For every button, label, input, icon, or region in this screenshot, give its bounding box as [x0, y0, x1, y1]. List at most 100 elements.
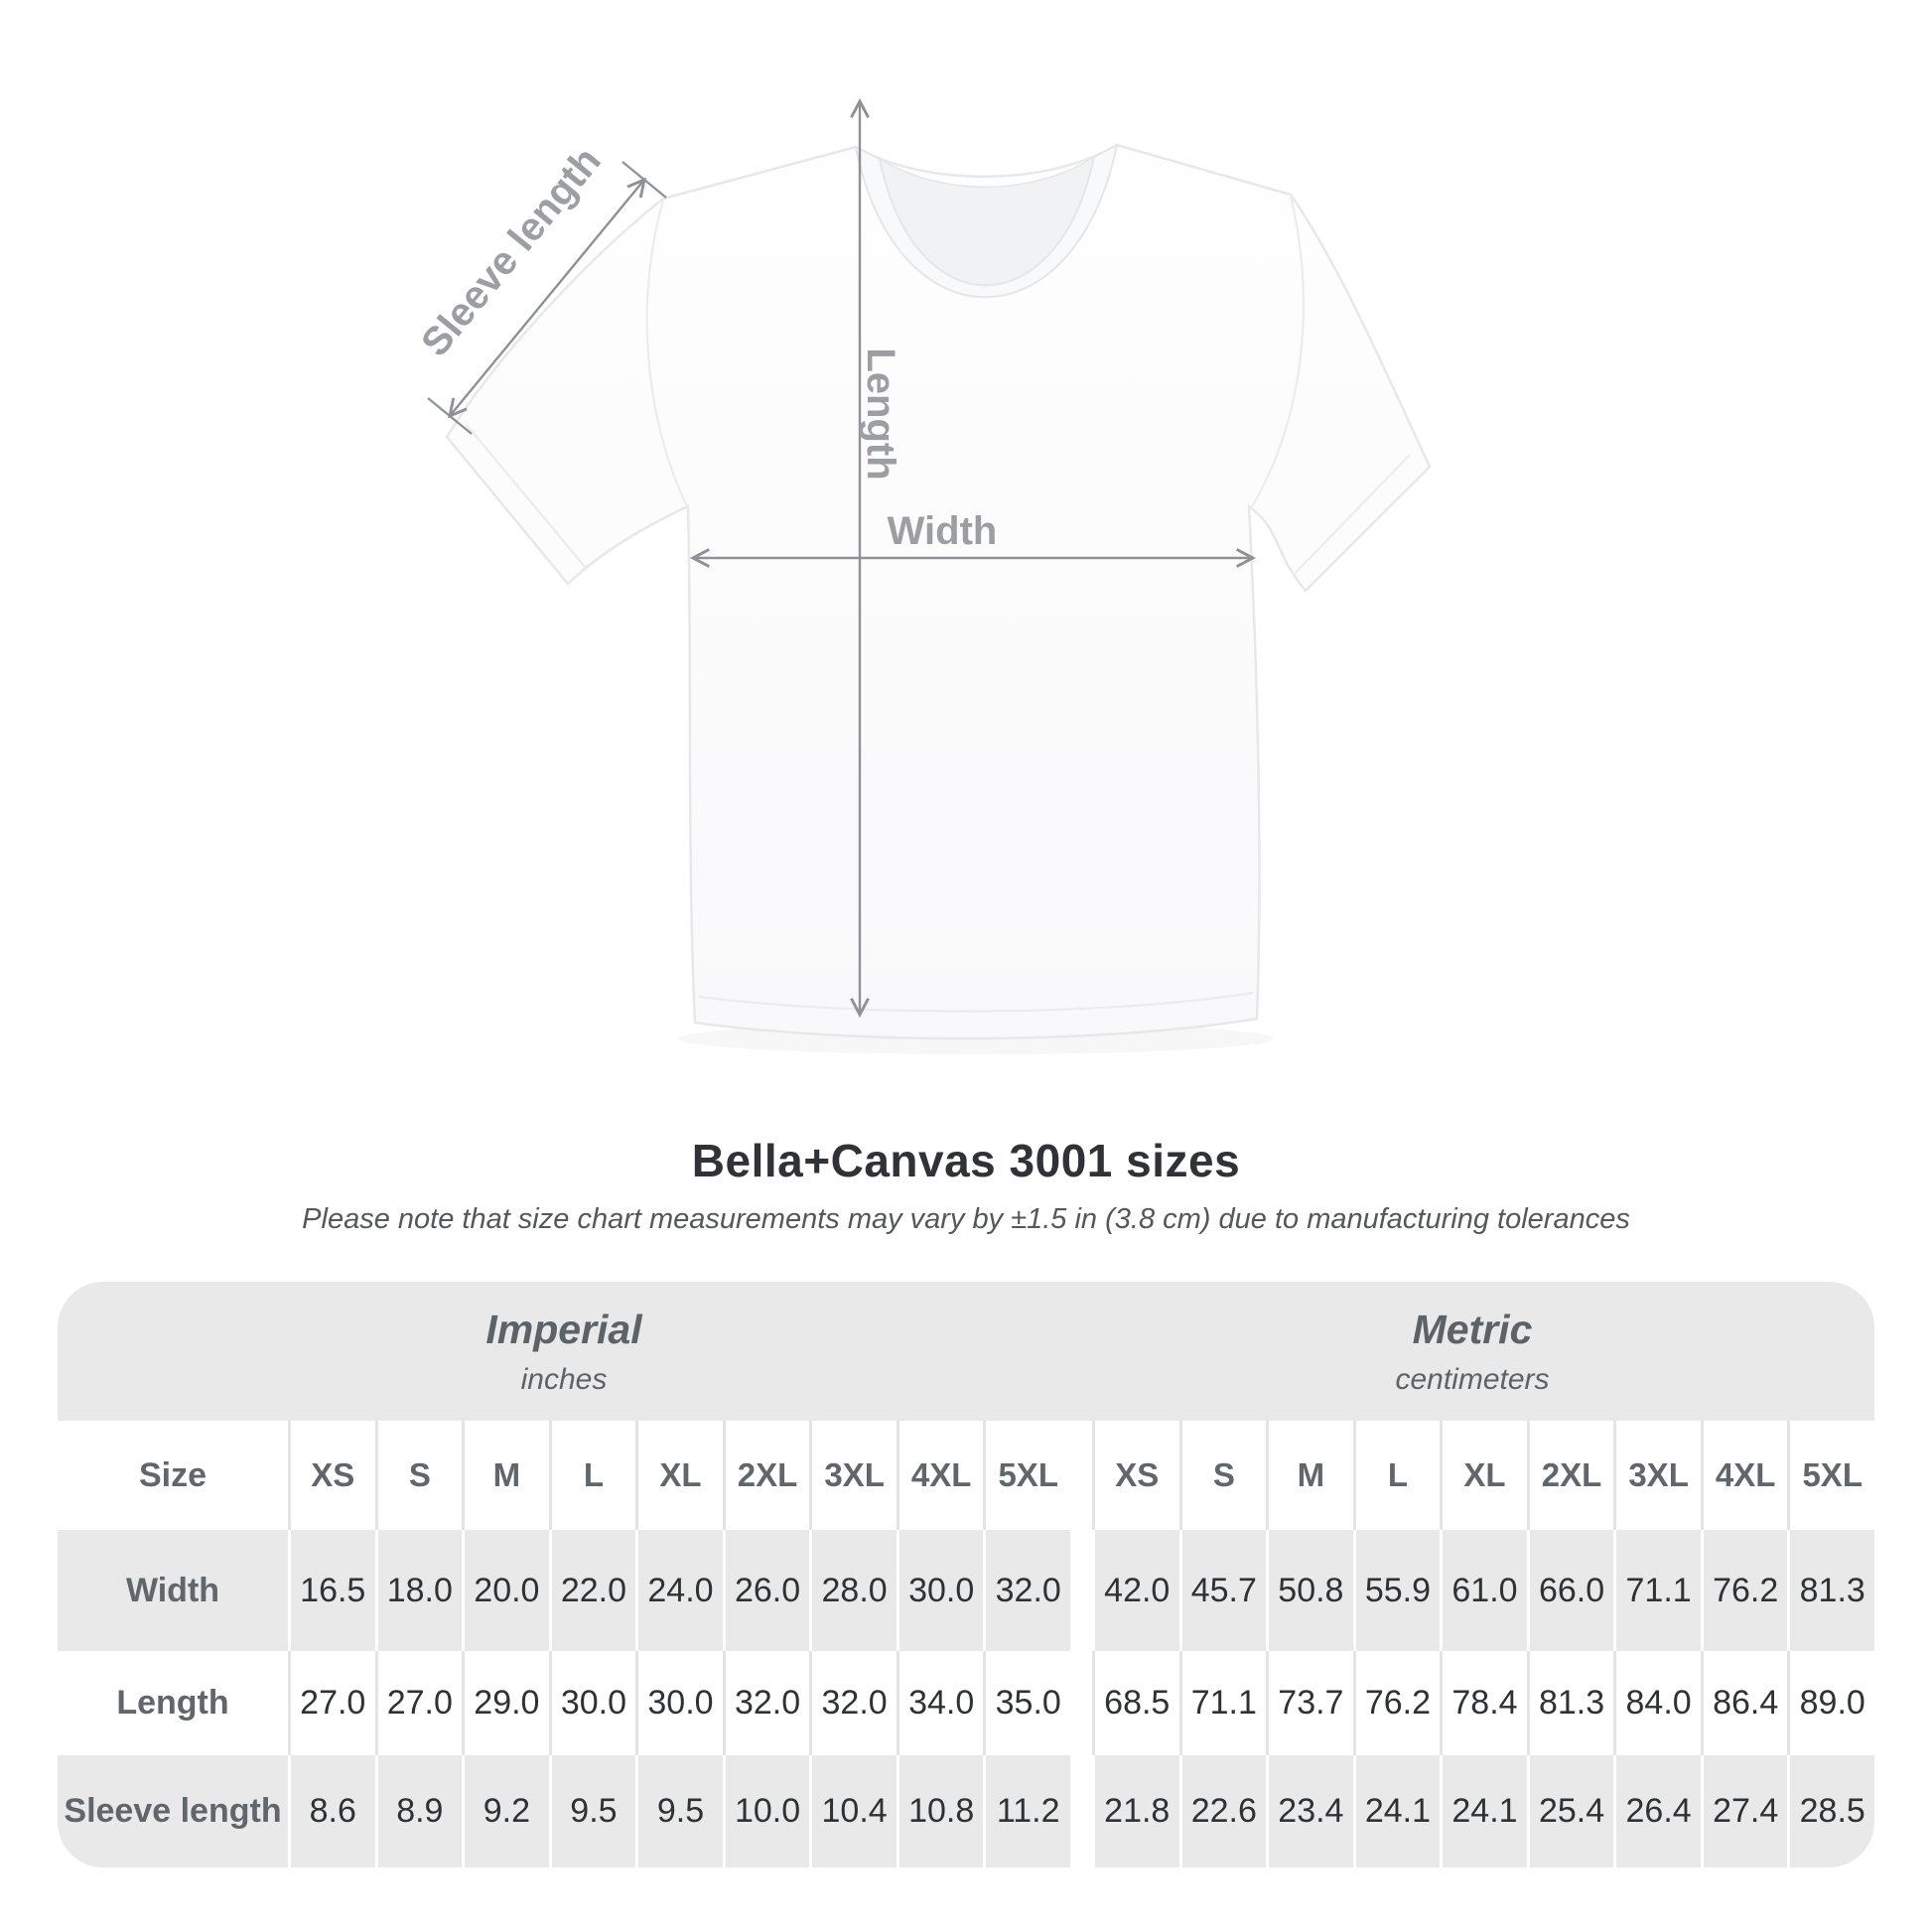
- value-cell: 66.0: [1526, 1530, 1614, 1651]
- size-grid: Size XS S M L XL 2XL 3XL 4XL 5XL XS S M L XL 2XL 3XL 4XL 5…: [58, 1421, 1874, 1867]
- size-column-header: S: [1178, 1421, 1267, 1530]
- value-cell: 20.0: [462, 1530, 549, 1651]
- metric-label: Metric: [1412, 1306, 1533, 1352]
- value-cell: 34.0: [896, 1651, 984, 1755]
- size-column-header: 5XL: [1787, 1421, 1874, 1530]
- value-cell: 76.2: [1700, 1530, 1788, 1651]
- value-cell: 28.0: [809, 1530, 897, 1651]
- width-dimension: Width: [689, 509, 1257, 568]
- bottom-hem-stitch: [698, 991, 1254, 1013]
- tshirt-body: [445, 143, 1432, 1040]
- sleeve-length-tick-inner: [621, 161, 667, 199]
- value-cell: 30.0: [548, 1651, 636, 1755]
- length-label: Length: [859, 347, 902, 480]
- tolerance-note: Please note that size chart measurements…: [302, 1203, 1630, 1235]
- size-column-header: M: [462, 1421, 549, 1530]
- page-title: Bella+Canvas 3001 sizes: [691, 1135, 1241, 1186]
- left-cuff-stitch: [466, 424, 587, 569]
- imperial-unit-label: inches: [520, 1362, 608, 1396]
- value-cell: 26.4: [1613, 1755, 1701, 1867]
- value-cell: 24.1: [1440, 1755, 1527, 1867]
- tshirt-graphic: [445, 143, 1432, 1054]
- value-cell: 24.1: [1352, 1755, 1441, 1867]
- value-cell: 27.0: [288, 1651, 375, 1755]
- width-label: Width: [888, 509, 998, 553]
- value-cell: 50.8: [1266, 1530, 1353, 1651]
- value-cell: 8.9: [374, 1755, 463, 1867]
- row-label-cell: Sleeve length: [58, 1755, 288, 1867]
- row-label-cell: Width: [58, 1530, 288, 1651]
- value-cell: 68.5: [1092, 1651, 1179, 1755]
- value-cell: 8.6: [288, 1755, 375, 1867]
- unit-group-imperial: Imperial inches: [58, 1282, 1070, 1421]
- size-column-header: 5XL: [983, 1421, 1070, 1530]
- value-cell: 61.0: [1440, 1530, 1527, 1651]
- metric-unit-label: centimeters: [1395, 1362, 1550, 1396]
- value-cell: 29.0: [462, 1651, 549, 1755]
- value-cell: 55.9: [1352, 1530, 1441, 1651]
- value-cell: 35.0: [983, 1651, 1070, 1755]
- value-cell: 25.4: [1526, 1755, 1614, 1867]
- size-column-header: 4XL: [896, 1421, 984, 1530]
- size-column-header: L: [548, 1421, 636, 1530]
- value-cell: 86.4: [1700, 1651, 1788, 1755]
- size-column-header: XL: [635, 1421, 723, 1530]
- value-cell: 28.5: [1787, 1755, 1874, 1867]
- value-cell: 76.2: [1352, 1651, 1441, 1755]
- unit-header-band: Imperial inches Metric centimeters: [58, 1282, 1874, 1421]
- value-cell: 26.0: [722, 1530, 810, 1651]
- value-cell: 9.2: [462, 1755, 549, 1867]
- size-column-header: 3XL: [1613, 1421, 1701, 1530]
- value-cell: 9.5: [548, 1755, 636, 1867]
- value-cell: 81.3: [1787, 1530, 1874, 1651]
- value-cell: 21.8: [1092, 1755, 1179, 1867]
- size-column-header: XS: [1092, 1421, 1179, 1530]
- value-cell: 24.0: [635, 1530, 723, 1651]
- right-cuff-stitch: [1292, 454, 1411, 577]
- value-cell: 18.0: [374, 1530, 463, 1651]
- right-sleeve-seam: [1250, 196, 1305, 509]
- value-cell: 23.4: [1266, 1755, 1353, 1867]
- value-cell: 73.7: [1266, 1651, 1353, 1755]
- group-separator: [1070, 1651, 1092, 1755]
- size-column-header: M: [1266, 1421, 1353, 1530]
- value-cell: 10.0: [722, 1755, 810, 1867]
- value-cell: 32.0: [983, 1530, 1070, 1651]
- tshirt-diagram: Sleeve length Length Width: [413, 97, 1432, 1054]
- size-column-header: S: [374, 1421, 463, 1530]
- value-cell: 27.0: [374, 1651, 463, 1755]
- value-cell: 81.3: [1526, 1651, 1614, 1755]
- size-column-header: XS: [288, 1421, 375, 1530]
- value-cell: 30.0: [635, 1651, 723, 1755]
- value-cell: 71.1: [1178, 1651, 1267, 1755]
- value-cell: 11.2: [983, 1755, 1070, 1867]
- value-cell: 27.4: [1700, 1755, 1788, 1867]
- sleeve-length-arrow: [448, 177, 646, 419]
- size-table: Imperial inches Metric centimeters Size X…: [58, 1282, 1874, 1867]
- value-cell: 71.1: [1613, 1530, 1701, 1651]
- value-cell: 30.0: [896, 1530, 984, 1651]
- size-column-header: 3XL: [809, 1421, 897, 1530]
- value-cell: 16.5: [288, 1530, 375, 1651]
- left-sleeve-seam: [645, 200, 689, 509]
- tshirt-collar-band: [854, 143, 1119, 299]
- value-cell: 10.4: [809, 1755, 897, 1867]
- group-separator: [1070, 1421, 1092, 1530]
- value-cell: 84.0: [1613, 1651, 1701, 1755]
- value-cell: 78.4: [1440, 1651, 1527, 1755]
- value-cell: 9.5: [635, 1755, 723, 1867]
- row-label-cell: Length: [58, 1651, 288, 1755]
- group-separator: [1070, 1530, 1092, 1651]
- value-cell: 22.0: [548, 1530, 636, 1651]
- size-column-header: L: [1352, 1421, 1441, 1530]
- value-cell: 10.8: [896, 1755, 984, 1867]
- imperial-label: Imperial: [485, 1306, 642, 1352]
- size-column-header: XL: [1440, 1421, 1527, 1530]
- value-cell: 89.0: [1787, 1651, 1874, 1755]
- sleeve-length-tick-outer: [427, 397, 473, 435]
- size-header-cell: Size: [58, 1421, 288, 1530]
- size-column-header: 2XL: [1526, 1421, 1614, 1530]
- value-cell: 45.7: [1178, 1530, 1267, 1651]
- group-separator: [1070, 1755, 1092, 1867]
